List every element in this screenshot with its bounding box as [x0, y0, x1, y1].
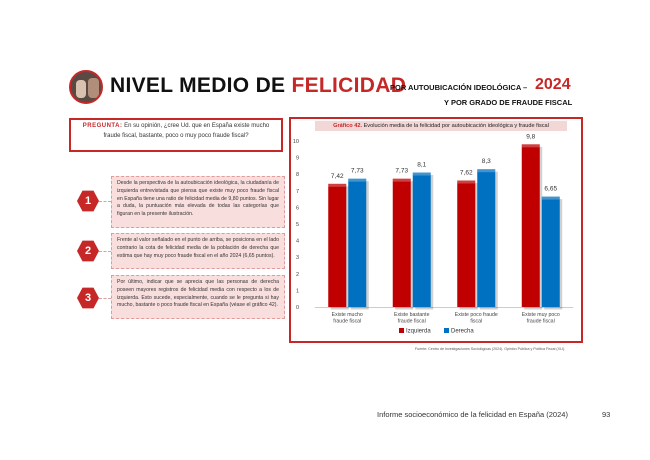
logo-photo [69, 70, 103, 104]
y-tick-label: 3 [296, 255, 299, 261]
connector-2 [99, 251, 111, 252]
bar-izquierda [392, 178, 411, 307]
chart-title: Gráfico 42. Evolución media de la felici… [315, 121, 567, 131]
x-tick-label: Existe bastante fraude fiscal [394, 312, 430, 325]
y-tick-label: 10 [293, 139, 299, 145]
note-number-1: 1 [77, 190, 99, 212]
bar-highlight [457, 180, 476, 184]
question-label: PREGUNTA: [82, 123, 123, 129]
legend-label: Izquierda [406, 329, 431, 335]
bar-highlight [521, 144, 540, 148]
y-tick-label: 7 [296, 189, 299, 195]
page-number: 93 [602, 410, 611, 419]
bar-derecha [348, 178, 367, 307]
data-label: 9,8 [526, 133, 535, 140]
y-tick-label: 4 [296, 239, 299, 245]
bar-izquierda [328, 183, 347, 307]
title-subtitle: POR AUTOUBICACIÓN IDEOLÓGICA – [390, 83, 528, 92]
y-tick-label: 5 [296, 222, 299, 228]
chart-source: Fuente: Centro de Investigaciones Sociol… [415, 347, 566, 351]
question-box: PREGUNTA: En su opinión, ¿cree Ud. que e… [69, 118, 283, 152]
connector-3 [99, 298, 111, 299]
title-year: 2024 [535, 76, 571, 93]
y-tick-label: 0 [296, 305, 299, 311]
data-label: 8,3 [482, 158, 491, 165]
note-number-3: 3 [77, 287, 99, 309]
bar-derecha [412, 172, 431, 307]
x-tick-label: Existe mucho fraude fiscal [332, 312, 363, 325]
bar-highlight [392, 178, 411, 182]
bar-highlight [477, 169, 496, 173]
bar-izquierda [457, 180, 476, 307]
legend-swatch-izquierda [399, 328, 404, 333]
data-label: 7,73 [351, 168, 364, 175]
footer-text: Informe socioeconómico de la felicidad e… [377, 410, 568, 419]
bar-chart: 0 1 2 3 4 5 6 7 8 9 10 7,42 7,73 Existe mucho fraude f… [293, 133, 573, 335]
connector-1 [99, 201, 111, 202]
bar-highlight [541, 196, 560, 200]
bar-highlight [412, 172, 431, 176]
note-number-2: 2 [77, 240, 99, 262]
title-subtitle-2: Y POR GRADO DE FRAUDE FISCAL [444, 98, 573, 107]
x-tick-label: Existe muy poco fraude fiscal [522, 312, 560, 325]
y-tick-label: 8 [296, 172, 299, 178]
y-tick-label: 6 [296, 205, 299, 211]
note-2: Frente al valor señalado en el punto de … [111, 233, 285, 269]
data-label: 6,65 [544, 186, 557, 193]
question-text: En su opinión, ¿cree Ud. que en España e… [103, 123, 270, 139]
data-label: 7,73 [395, 168, 408, 175]
bar-derecha [477, 169, 496, 307]
bar-highlight [348, 178, 367, 182]
y-tick-label: 9 [296, 156, 299, 162]
legend-label: Derecha [451, 329, 474, 335]
y-tick-label: 2 [296, 272, 299, 278]
data-label: 8,1 [417, 162, 426, 169]
bar-highlight [328, 183, 347, 187]
data-label: 7,62 [460, 170, 473, 177]
bar-derecha [541, 196, 560, 307]
x-tick-label: Existe poco fraude fiscal [455, 312, 498, 325]
data-label: 7,42 [331, 173, 344, 180]
note-3: Por último, indicar que se aprecia que l… [111, 275, 285, 319]
bar-izquierda [521, 144, 540, 307]
legend-swatch-derecha [444, 328, 449, 333]
y-tick-label: 1 [296, 288, 299, 294]
page-title: NIVEL MEDIO DE FELICIDAD [110, 74, 407, 97]
note-1: Desde la perspectiva de la autoubicación… [111, 176, 285, 228]
